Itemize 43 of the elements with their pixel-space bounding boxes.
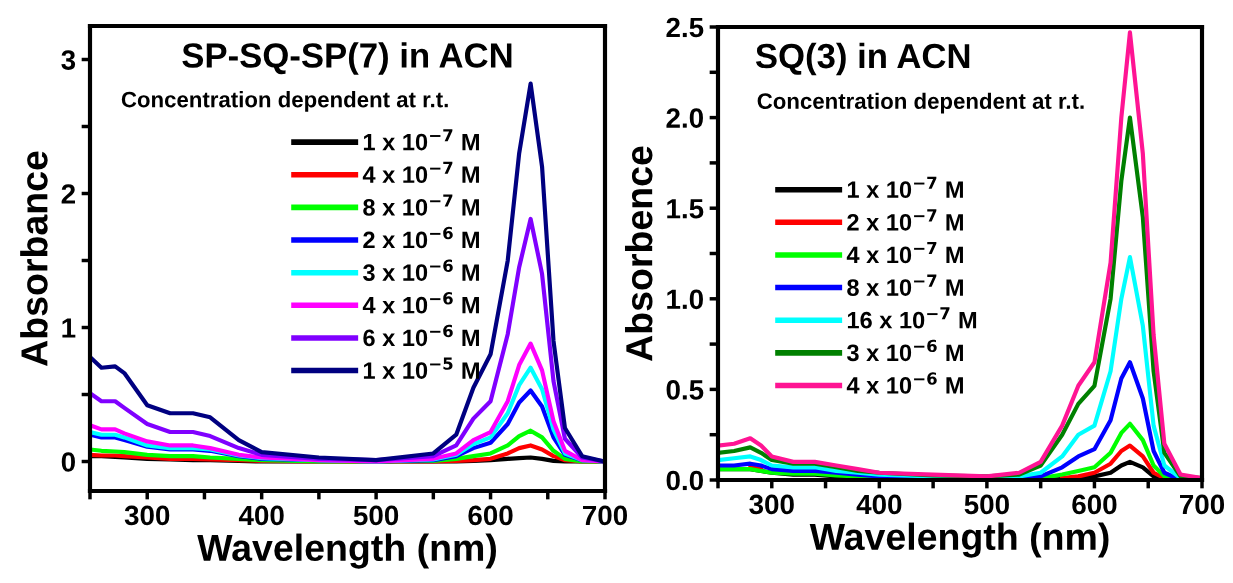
y-tick-label: 1.0 bbox=[667, 289, 703, 310]
legend-label: 4 x 10$^{−6}$ M bbox=[362, 292, 479, 314]
x-tick-label: 600 bbox=[468, 505, 513, 526]
legend-label: 6 x 10$^{−6}$ M bbox=[363, 324, 479, 347]
x-tick-label: 500 bbox=[353, 505, 399, 526]
x-tick-label: 700 bbox=[583, 505, 628, 526]
y-tick-label: 0 bbox=[61, 452, 75, 472]
y-tick-label: 2.0 bbox=[666, 108, 703, 128]
x-tick-label: 400 bbox=[856, 494, 902, 515]
y-axis-title: Absorbance bbox=[20, 151, 48, 366]
x-tick-label: 700 bbox=[1180, 494, 1225, 515]
legend-label: 8 x 10$^{−7}$ M bbox=[363, 194, 479, 216]
y-tick-label: 3 bbox=[61, 50, 76, 70]
x-axis-title: Wavelength (nm) bbox=[809, 522, 1109, 558]
x-tick-label: 400 bbox=[238, 505, 284, 526]
y-tick-label: 2.5 bbox=[666, 17, 704, 38]
y-tick-label: 0.5 bbox=[666, 380, 704, 400]
legend-label: 2 x 10$^{−7}$ M bbox=[847, 209, 963, 231]
y-axis-title: Absorbence bbox=[624, 146, 653, 361]
legend-label: 4 x 10$^{−7}$ M bbox=[846, 241, 963, 264]
legend-label: 4 x 10$^{−7}$ M bbox=[362, 161, 479, 184]
annotation: Concentration dependent at r.t. bbox=[757, 92, 1084, 114]
x-tick-label: 600 bbox=[1072, 494, 1117, 515]
y-tick-label: 1.5 bbox=[667, 199, 704, 219]
legend-label: 3 x 10$^{−6}$ M bbox=[363, 259, 479, 281]
legend-label: 4 x 10$^{−6}$ M bbox=[846, 372, 963, 394]
legend-label: 1 x 10$^{−7}$ M bbox=[363, 129, 479, 151]
legend-label: 1 x 10$^{−7}$ M bbox=[847, 176, 963, 199]
legend-label: 1 x 10$^{−5}$ M bbox=[363, 357, 479, 379]
legend-label: 16 x 10$^{−7}$ M bbox=[847, 307, 977, 329]
x-tick-label: 500 bbox=[964, 494, 1009, 515]
y-tick-label: 1 bbox=[62, 318, 76, 338]
y-tick-label: 0.0 bbox=[666, 470, 703, 491]
annotation: Concentration dependent at r.t. bbox=[121, 91, 448, 112]
chart-title: SQ(3) in ACN bbox=[755, 42, 970, 76]
legend-label: 2 x 10$^{−6}$ M bbox=[363, 226, 479, 249]
y-tick-label: 2 bbox=[61, 184, 75, 204]
x-axis-title: Wavelength (nm) bbox=[197, 533, 496, 569]
legend-label: 8 x 10$^{−7}$ M bbox=[847, 274, 963, 296]
x-tick-label: 300 bbox=[124, 505, 170, 526]
legend-label: 3 x 10$^{−6}$ M bbox=[846, 339, 963, 362]
chart-title: SP-SQ-SP(7) in ACN bbox=[182, 42, 512, 75]
x-tick-label: 300 bbox=[749, 494, 794, 515]
